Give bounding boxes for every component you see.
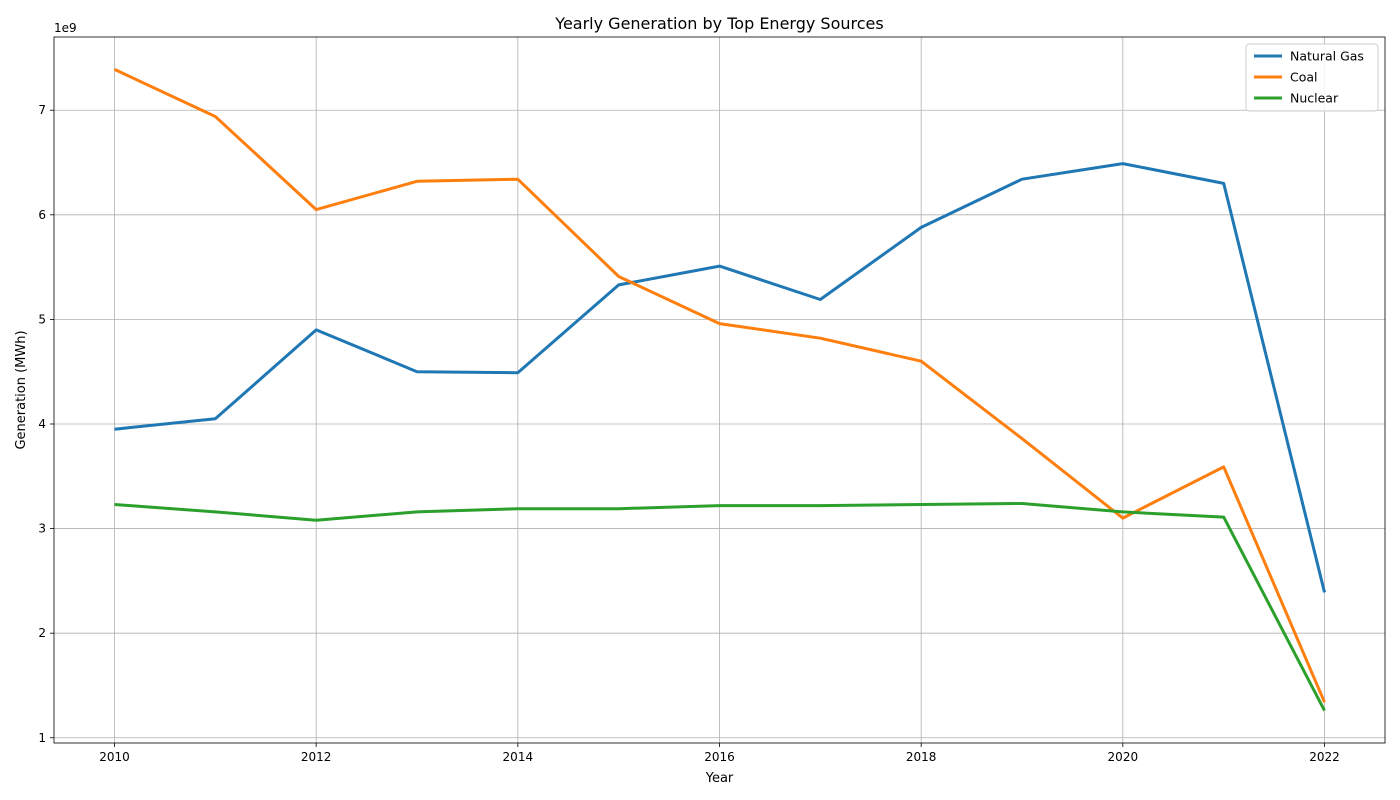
x-tick-label: 2022: [1309, 750, 1340, 764]
y-axis-label: Generation (MWh): [14, 330, 29, 449]
series-lines: [113, 68, 1326, 712]
x-tick-label: 2018: [906, 750, 937, 764]
x-axis-ticks: 2010 2012 2014 2016 2018 2020 2022: [99, 743, 1340, 764]
y-tick-label: 3: [38, 522, 46, 536]
x-tick-label: 2010: [99, 750, 130, 764]
x-axis-label: Year: [705, 771, 734, 786]
y-tick-label: 6: [38, 208, 46, 222]
series-line-nuclear: [114, 502, 1326, 712]
series-line-coal: [113, 68, 1326, 703]
y-tick-label: 5: [38, 312, 46, 326]
chart-title: Yearly Generation by Top Energy Sources: [554, 14, 883, 33]
y-axis-scale-note: 1e9: [54, 21, 77, 35]
x-tick-label: 2016: [704, 750, 735, 764]
y-tick-label: 2: [38, 626, 46, 640]
x-tick-label: 2020: [1108, 750, 1139, 764]
series-line-natural-gas: [114, 162, 1326, 593]
y-tick-label: 4: [38, 417, 46, 431]
legend-label-nuclear: Nuclear: [1290, 91, 1339, 106]
legend: Natural Gas Coal Nuclear: [1245, 43, 1379, 112]
legend-label-natural-gas: Natural Gas: [1290, 49, 1364, 64]
y-axis-ticks: 1 2 3 4 5 6 7: [38, 103, 54, 745]
grid: [54, 37, 1385, 743]
y-tick-label: 7: [38, 103, 46, 117]
x-tick-label: 2014: [503, 750, 534, 764]
y-tick-label: 1: [38, 731, 46, 745]
legend-box: [1245, 43, 1379, 112]
x-tick-label: 2012: [301, 750, 332, 764]
legend-label-coal: Coal: [1290, 70, 1318, 85]
